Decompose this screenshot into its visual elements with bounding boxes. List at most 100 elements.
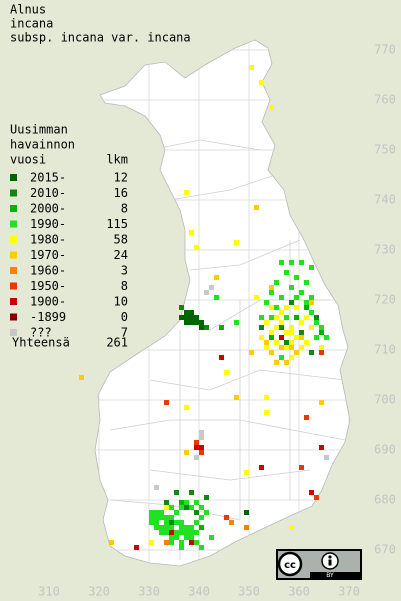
legend-header: havainnon — [10, 138, 75, 152]
occurrence-square — [304, 315, 309, 320]
occurrence-square — [164, 515, 169, 520]
y-tick-label: 670 — [374, 543, 396, 557]
occurrence-square — [159, 515, 164, 520]
occurrence-square — [304, 280, 309, 285]
legend-count: 24 — [114, 248, 128, 262]
occurrence-square — [324, 455, 329, 460]
occurrence-square — [319, 350, 324, 355]
legend-label: 2000- — [30, 202, 66, 216]
y-tick-label: 770 — [374, 43, 396, 57]
occurrence-square — [269, 105, 274, 110]
occurrence-square — [284, 340, 289, 345]
occurrence-square — [184, 405, 189, 410]
occurrence-square — [269, 350, 274, 355]
by-text: BY — [326, 572, 334, 579]
occurrence-square — [284, 360, 289, 365]
occurrence-square — [299, 330, 304, 335]
legend-count: 8 — [121, 202, 128, 216]
occurrence-square — [259, 80, 264, 85]
legend-swatch — [10, 174, 17, 181]
occurrence-square — [194, 315, 199, 320]
occurrence-square — [199, 545, 204, 550]
y-tick-label: 700 — [374, 393, 396, 407]
occurrence-square — [314, 335, 319, 340]
legend-count: 0 — [121, 310, 128, 324]
occurrence-square — [179, 545, 184, 550]
occurrence-square — [184, 525, 189, 530]
occurrence-square — [184, 530, 189, 535]
occurrence-square — [149, 520, 154, 525]
occurrence-square — [134, 545, 139, 550]
occurrence-square — [199, 325, 204, 330]
x-tick-label: 310 — [38, 585, 60, 599]
occurrence-square — [319, 325, 324, 330]
occurrence-square — [259, 335, 264, 340]
x-tick-label: 340 — [188, 585, 210, 599]
legend-count: 16 — [114, 186, 128, 200]
occurrence-square — [164, 520, 169, 525]
occurrence-square — [269, 335, 274, 340]
legend-swatch — [10, 313, 17, 321]
occurrence-square — [294, 350, 299, 355]
occurrence-square — [319, 345, 324, 350]
occurrence-square — [319, 400, 324, 405]
occurrence-square — [164, 400, 169, 405]
occurrence-square — [189, 320, 194, 325]
legend-swatch — [10, 189, 17, 197]
occurrence-square — [279, 310, 284, 315]
occurrence-square — [169, 525, 174, 530]
occurrence-square — [164, 530, 169, 535]
occurrence-square — [184, 535, 189, 540]
occurrence-square — [169, 515, 174, 520]
occurrence-square — [289, 345, 294, 350]
occurrence-square — [219, 355, 224, 360]
occurrence-square — [279, 325, 284, 330]
legend-swatch — [10, 205, 17, 212]
occurrence-square — [279, 355, 284, 360]
occurrence-square — [174, 510, 179, 515]
occurrence-square — [164, 505, 169, 510]
title: incana — [10, 17, 53, 31]
occurrence-square — [299, 345, 304, 350]
occurrence-square — [244, 510, 249, 515]
occurrence-square — [164, 540, 169, 545]
legend-label: 2015- — [30, 171, 66, 185]
occurrence-square — [284, 270, 289, 275]
occurrence-square — [309, 265, 314, 270]
occurrence-square — [289, 325, 294, 330]
y-tick-label: 740 — [374, 193, 396, 207]
occurrence-square — [184, 320, 189, 325]
occurrence-square — [279, 335, 284, 340]
legend-label: 2010- — [30, 186, 66, 200]
x-tick-label: 350 — [238, 585, 260, 599]
occurrence-square — [179, 500, 184, 505]
legend-label: 1950- — [30, 279, 66, 293]
legend-label: 1990- — [30, 217, 66, 231]
occurrence-square — [234, 320, 239, 325]
legend-swatch — [10, 329, 17, 336]
occurrence-square — [289, 340, 294, 345]
occurrence-square — [79, 375, 84, 380]
occurrence-square — [169, 540, 174, 545]
occurrence-square — [269, 290, 274, 295]
legend-label: -1899 — [30, 310, 66, 324]
occurrence-square — [164, 500, 169, 505]
occurrence-square — [189, 315, 194, 320]
legend-count: 115 — [106, 217, 128, 231]
y-tick-label: 680 — [374, 493, 396, 507]
occurrence-square — [174, 530, 179, 535]
occurrence-square — [204, 290, 209, 295]
occurrence-square — [169, 535, 174, 540]
occurrence-square — [254, 295, 259, 300]
occurrence-square — [189, 535, 194, 540]
occurrence-square — [229, 520, 234, 525]
occurrence-square — [194, 530, 199, 535]
occurrence-square — [314, 315, 319, 320]
occurrence-square — [319, 445, 324, 450]
occurrence-square — [194, 320, 199, 325]
occurrence-square — [264, 345, 269, 350]
occurrence-square — [259, 465, 264, 470]
occurrence-square — [234, 395, 239, 400]
occurrence-square — [184, 500, 189, 505]
occurrence-square — [179, 530, 184, 535]
